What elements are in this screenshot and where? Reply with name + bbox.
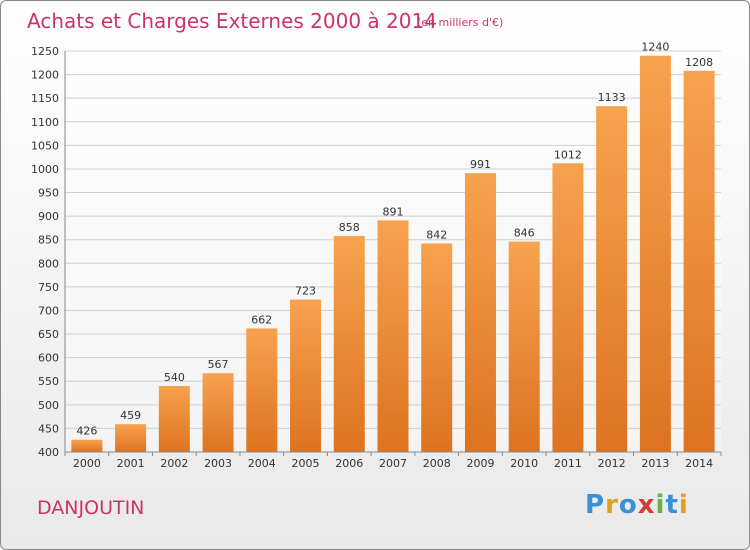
- bar-2010: [508, 241, 540, 452]
- bar-2011: [552, 163, 584, 452]
- x-tick-label: 2002: [160, 457, 188, 470]
- x-tick-label: 2011: [554, 457, 582, 470]
- bar-2003: [202, 373, 234, 452]
- chart-subtitle: (en milliers d'€): [417, 16, 504, 29]
- y-tick-label: 1150: [31, 92, 59, 105]
- data-label: 1012: [554, 148, 582, 161]
- bar-2012: [596, 106, 628, 452]
- x-tick-label: 2014: [685, 457, 713, 470]
- x-tick-label: 2003: [204, 457, 232, 470]
- bar-2000: [71, 439, 103, 452]
- x-tick-label: 2000: [73, 457, 101, 470]
- data-label: 842: [426, 228, 447, 241]
- y-tick-label: 400: [38, 446, 59, 459]
- y-tick-label: 800: [38, 257, 59, 270]
- axes: 400 450 500 550 600 650 700 750 800 850 900 950 1000…: [31, 45, 722, 470]
- x-tick-label: 2013: [641, 457, 669, 470]
- data-label: 846: [514, 227, 535, 240]
- proxiti-logo: Proxiti: [585, 490, 689, 520]
- data-label: 459: [120, 409, 141, 422]
- y-tick-label: 1200: [31, 69, 59, 82]
- bar-2006: [333, 235, 365, 452]
- y-tick-label: 700: [38, 304, 59, 317]
- y-tick-label: 950: [38, 187, 59, 200]
- bar-2013: [639, 55, 671, 452]
- data-label: 1240: [641, 41, 669, 54]
- bar-2014: [683, 70, 715, 452]
- x-tick-label: 2005: [292, 457, 320, 470]
- y-tick-label: 1000: [31, 163, 59, 176]
- y-tick-label: 1100: [31, 116, 59, 129]
- y-tick-label: 550: [38, 375, 59, 388]
- y-tick-label: 850: [38, 234, 59, 247]
- data-label: 540: [164, 371, 185, 384]
- place-name: DANJOUTIN: [37, 497, 145, 519]
- data-label: 1208: [685, 56, 713, 69]
- bar-2005: [290, 299, 322, 452]
- y-tick-label: 900: [38, 210, 59, 223]
- bar-2007: [377, 220, 409, 452]
- y-tick-label: 600: [38, 352, 59, 365]
- data-label: 891: [383, 205, 404, 218]
- x-tick-label: 2010: [510, 457, 538, 470]
- bar-2009: [464, 173, 496, 452]
- y-tick-label: 500: [38, 399, 59, 412]
- bar-2001: [115, 424, 147, 452]
- data-label: 1133: [598, 91, 626, 104]
- y-tick-label: 1050: [31, 139, 59, 152]
- bar-2002: [158, 385, 190, 452]
- data-label: 426: [76, 425, 97, 438]
- x-tick-label: 2001: [117, 457, 145, 470]
- y-tick-label: 450: [38, 422, 59, 435]
- x-tick-label: 2009: [466, 457, 494, 470]
- y-tick-label: 650: [38, 328, 59, 341]
- x-tick-label: 2008: [423, 457, 451, 470]
- y-tick-label: 1250: [31, 45, 59, 58]
- bar-2004: [246, 328, 278, 452]
- data-label: 858: [339, 221, 360, 234]
- data-label: 723: [295, 285, 316, 298]
- chart-title: Achats et Charges Externes 2000 à 2014: [27, 9, 437, 33]
- bars: 426 459 540 567 662 723 858 891 842 991 846 1012 113…: [71, 41, 715, 452]
- x-tick-label: 2007: [379, 457, 407, 470]
- x-tick-label: 2012: [598, 457, 626, 470]
- x-tick-label: 2006: [335, 457, 363, 470]
- y-tick-label: 750: [38, 281, 59, 294]
- data-label: 991: [470, 158, 491, 171]
- bar-2008: [421, 243, 453, 452]
- data-label: 567: [208, 358, 229, 371]
- x-tick-label: 2004: [248, 457, 276, 470]
- data-label: 662: [251, 313, 272, 326]
